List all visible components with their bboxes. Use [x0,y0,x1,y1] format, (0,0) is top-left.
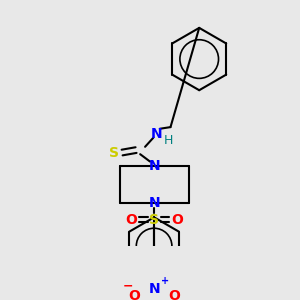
Text: O: O [168,289,180,300]
Text: S: S [149,213,159,227]
Text: O: O [171,213,183,227]
Text: N: N [148,196,160,210]
Text: +: + [161,276,169,286]
Text: N: N [148,283,160,296]
Text: O: O [128,289,140,300]
Text: −: − [123,280,134,292]
Text: N: N [148,160,160,173]
Text: O: O [125,213,137,227]
Text: H: H [164,134,173,147]
Text: S: S [109,146,119,160]
Text: N: N [151,127,162,141]
